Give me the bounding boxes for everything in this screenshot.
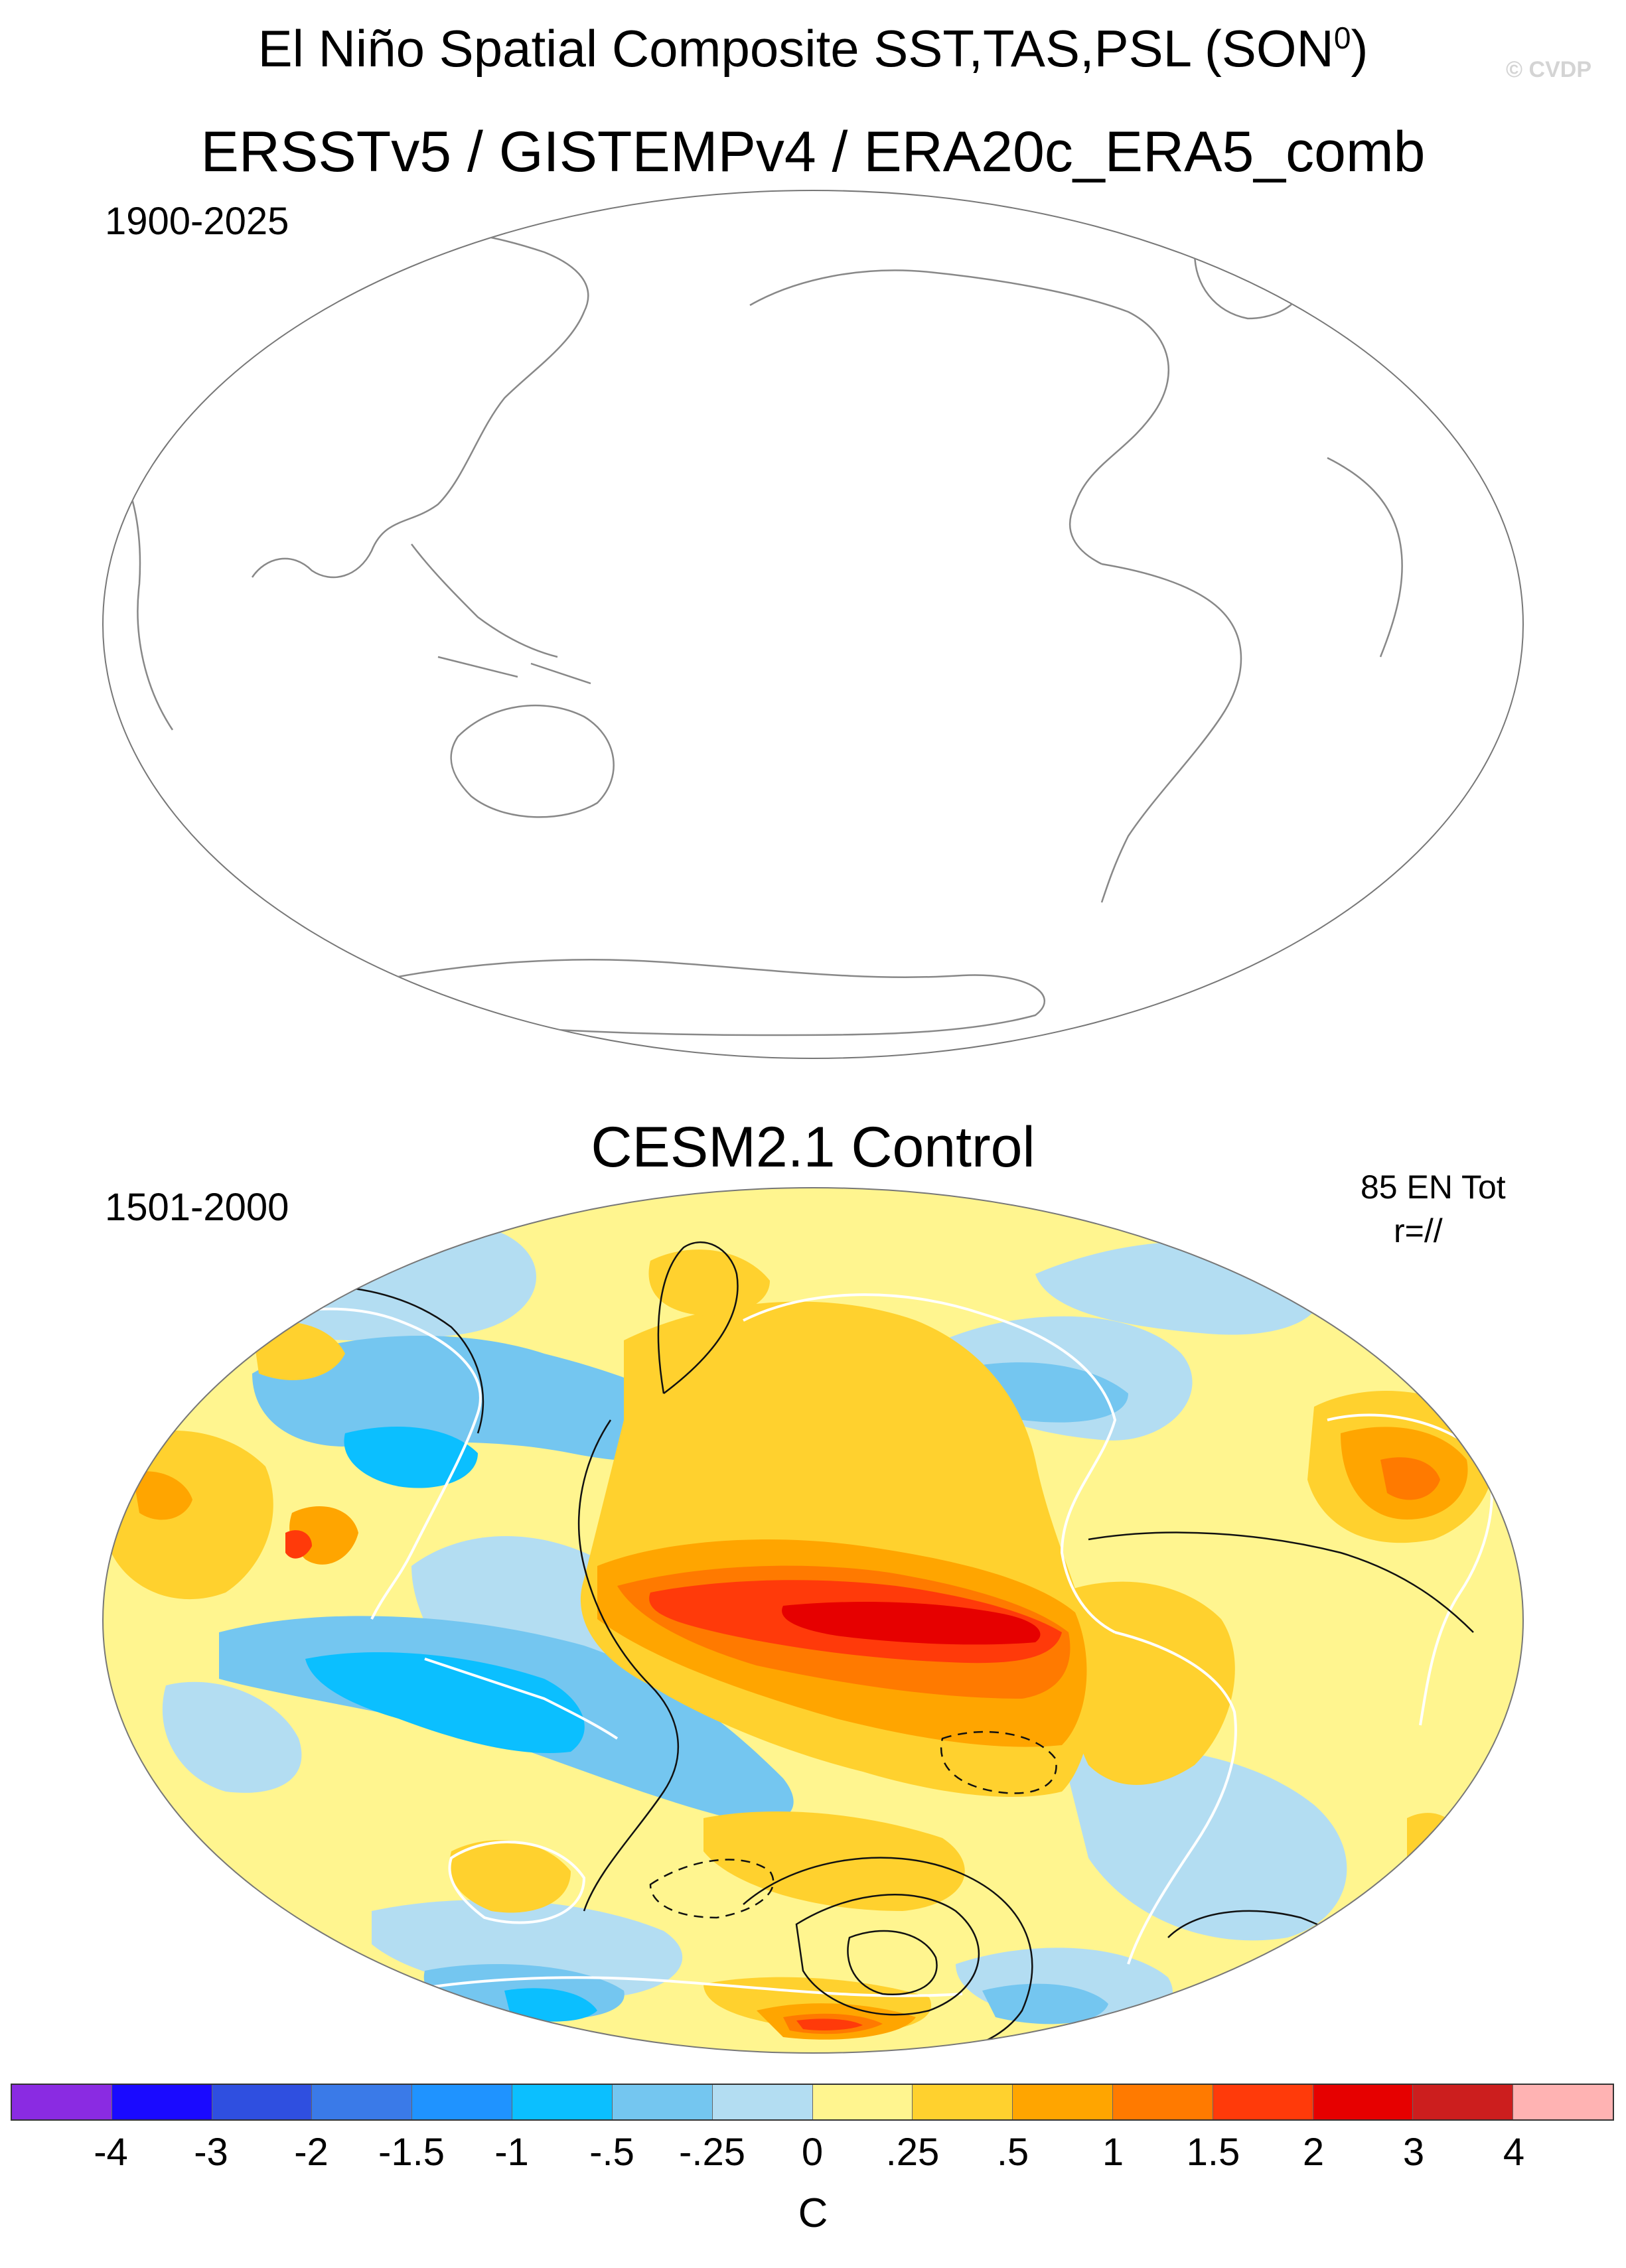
colorbar-tick-label: 4	[1503, 2131, 1525, 2174]
psl-contours-negative	[649, 1731, 1057, 1919]
panel-2-period: 1501-2000	[105, 1186, 289, 1229]
pattern-correlation-annotation: r=//	[1394, 1212, 1443, 1249]
panel-2-map-frame	[102, 1187, 1524, 2054]
colorbar-tick-label: 2	[1302, 2131, 1325, 2174]
colorbar-tick-label: .5	[996, 2131, 1029, 2174]
colorbar-swatch	[212, 2085, 313, 2119]
composite-count-annotation: 85 EN Tot	[1361, 1169, 1506, 1206]
colorbar-swatch	[612, 2085, 713, 2119]
colorbar-unit-label: C	[798, 2190, 828, 2236]
colorbar-swatch	[12, 2085, 112, 2119]
colorbar-swatch	[913, 2085, 1013, 2119]
panel-1-map	[102, 190, 1524, 1059]
colorbar-tick-label: -4	[94, 2131, 128, 2174]
field-extreme-positive	[782, 1602, 1041, 1645]
colorbar-swatch	[1413, 2085, 1514, 2119]
colorbar-swatch	[1213, 2085, 1313, 2119]
panel-2-map	[102, 1187, 1524, 2054]
colorbar-swatch	[312, 2085, 413, 2119]
colorbar-swatch	[712, 2085, 813, 2119]
colorbar	[11, 2084, 1614, 2121]
panel-1-period: 1900-2025	[105, 200, 289, 243]
colorbar-tick-label: .25	[885, 2131, 940, 2174]
colorbar-tick-label: -.25	[679, 2131, 745, 2174]
figure-title: El Niño Spatial Composite SST,TAS,PSL (S…	[258, 19, 1368, 78]
colorbar-tick-label: -1	[494, 2131, 529, 2174]
field-strong-negative	[305, 1427, 597, 2022]
colorbar-swatch	[1313, 2085, 1414, 2119]
colorbar-tick-label: 1	[1102, 2131, 1124, 2174]
colorbar-swatch	[1112, 2085, 1213, 2119]
colorbar-tick-label: -2	[294, 2131, 329, 2174]
colorbar-swatch	[1013, 2085, 1113, 2119]
colorbar-tick-label: 3	[1402, 2131, 1425, 2174]
panel-1-title: ERSSTv5 / GISTEMPv4 / ERA20c_ERA5_comb	[200, 120, 1426, 184]
panel-2-title: CESM2.1 Control	[591, 1115, 1035, 1179]
colorbar-swatch	[512, 2085, 613, 2119]
colorbar-tick-label: -.5	[589, 2131, 634, 2174]
colorbar-swatch	[111, 2085, 212, 2119]
colorbar-tick-label: -3	[194, 2131, 228, 2174]
colorbar-tick-label: 0	[801, 2131, 824, 2174]
colorbar-swatch	[812, 2085, 913, 2119]
psl-contours	[103, 1241, 1474, 2053]
colorbar-swatch	[1513, 2085, 1613, 2119]
watermark: © CVDP	[1506, 57, 1591, 82]
panel-2-land-outlines	[198, 1293, 1493, 1999]
colorbar-tick-label: 1.5	[1186, 2131, 1240, 2174]
panel-1-map-frame	[102, 190, 1524, 1059]
colorbar-tick-label: -1.5	[378, 2131, 445, 2174]
colorbar-swatch	[412, 2085, 513, 2119]
